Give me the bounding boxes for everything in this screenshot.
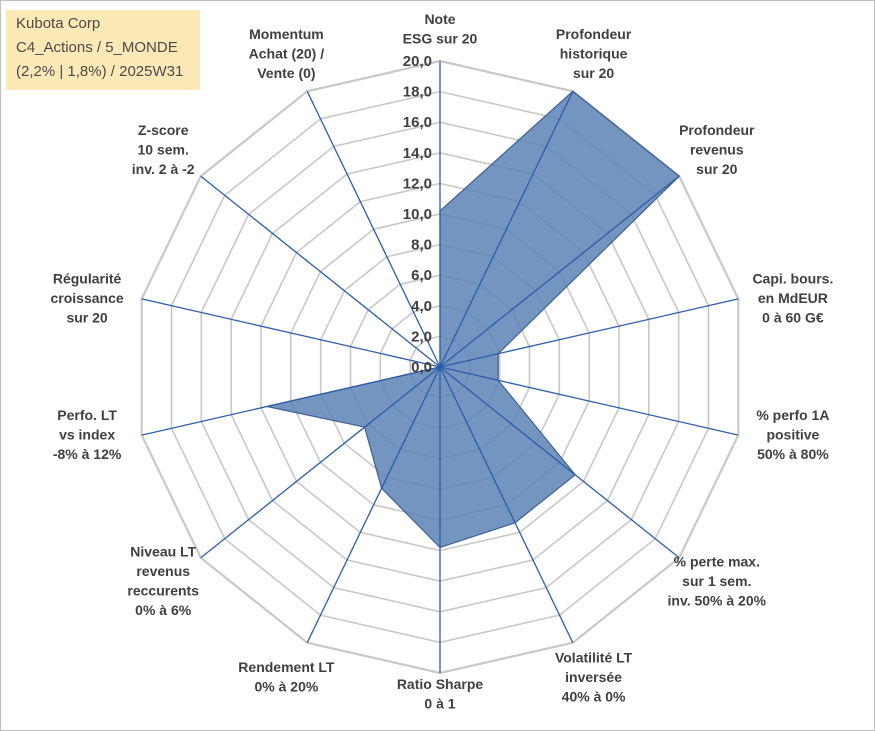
axis-label-11-line-3: -8% à 12%	[53, 446, 122, 462]
axis-spoke-12	[141, 298, 441, 368]
axis-label-13-line-1: Z-score	[138, 122, 189, 138]
axis-spoke-6	[439, 366, 680, 559]
axis-spoke-4	[439, 298, 739, 368]
tick-label-6: 12,0	[403, 175, 432, 192]
axis-label-1-line-2: ESG sur 20	[403, 31, 478, 47]
axis-label-14-line-3: Vente (0)	[257, 65, 315, 81]
tick-label-3: 6,0	[411, 267, 432, 284]
axis-label-14-line-1: Momentum	[249, 26, 324, 42]
axis-label-10-line-3: reccurents	[127, 583, 199, 599]
axis-label-6-line-2: sur 1 sem.	[682, 573, 751, 589]
axis-label-11: Perfo. LT vs index -8% à 12%	[53, 407, 122, 462]
axis-label-7-line-2: inversée	[565, 669, 622, 685]
axis-label-5: % perfo 1A positive 50% à 80%	[756, 407, 829, 462]
axis-spoke-2	[439, 91, 574, 368]
axis-label-4-line-1: Capi. bours.	[752, 271, 833, 287]
axis-label-2: Profondeur historique sur 20	[556, 26, 632, 81]
axis-label-6-line-3: inv. 50% à 20%	[668, 593, 767, 609]
tick-label-4: 8,0	[411, 237, 432, 254]
tick-label-9: 18,0	[403, 84, 432, 101]
axis-label-6: % perte max. sur 1 sem. inv. 50% à 20%	[668, 554, 767, 609]
tick-label-2: 4,0	[411, 298, 432, 315]
tick-label-5: 10,0	[403, 206, 432, 223]
axis-spoke-9	[306, 366, 441, 643]
axis-label-3: Profondeur revenus sur 20	[679, 122, 755, 177]
axis-spoke-7	[439, 366, 574, 643]
axis-label-4-line-2: en MdEUR	[758, 290, 828, 306]
axis-spoke-13	[200, 175, 441, 368]
axis-label-3-line-1: Profondeur	[679, 122, 755, 138]
axis-label-1-line-1: Note	[424, 11, 455, 27]
axis-label-7-line-3: 40% à 0%	[562, 689, 626, 705]
axis-label-2-line-2: historique	[560, 46, 628, 62]
axis-label-6-line-1: % perte max.	[674, 554, 760, 570]
axis-label-12-line-2: croissance	[51, 290, 124, 306]
axis-label-10-line-4: 0% à 6%	[135, 602, 192, 618]
axis-label-12-line-3: sur 20	[66, 310, 107, 326]
title-line-stats: (2,2% | 1,8%) / 2025W31	[16, 63, 184, 80]
axis-label-11-line-2: vs index	[59, 426, 115, 442]
axis-spoke-5	[439, 366, 739, 436]
axis-label-11-line-1: Perfo. LT	[57, 407, 117, 423]
axis-label-5-line-3: 50% à 80%	[757, 446, 829, 462]
axis-label-13-line-2: 10 sem.	[138, 142, 189, 158]
axis-label-4: Capi. bours. en MdEUR 0 à 60 G€	[752, 271, 833, 326]
chart-title-box: Kubota Corp C4_Actions / 5_MONDE (2,2% |…	[6, 10, 200, 90]
tick-label-7: 14,0	[403, 145, 432, 162]
axis-label-8-line-1: Ratio Sharpe	[397, 676, 484, 692]
axis-label-12: Régularité croissance sur 20	[51, 271, 124, 326]
axis-label-14: Momentum Achat (20) / Vente (0)	[249, 26, 325, 81]
axis-spoke-10	[200, 366, 441, 559]
tick-label-1: 2,0	[411, 328, 432, 345]
axis-label-3-line-3: sur 20	[696, 161, 737, 177]
axis-label-4-line-3: 0 à 60 G€	[762, 310, 824, 326]
axis-label-10-line-1: Niveau LT	[130, 544, 196, 560]
axis-label-9: Rendement LT 0% à 20%	[238, 659, 335, 695]
axis-spoke-14	[306, 91, 441, 368]
axis-spoke-3	[439, 175, 680, 368]
axis-label-5-line-2: positive	[766, 426, 819, 442]
axis-label-2-line-1: Profondeur	[556, 26, 632, 42]
tick-label-8: 16,0	[403, 114, 432, 131]
axis-label-3-line-2: revenus	[690, 142, 744, 158]
axis-label-2-line-3: sur 20	[573, 65, 614, 81]
axis-label-13: Z-score 10 sem. inv. 2 à -2	[132, 122, 195, 177]
axis-label-8: Ratio Sharpe 0 à 1	[397, 676, 484, 712]
axis-spoke-11	[141, 366, 441, 436]
axis-label-8-line-2: 0 à 1	[424, 696, 455, 712]
tick-label-0: 0,0	[411, 359, 432, 376]
axis-label-10: Niveau LT revenus reccurents 0% à 6%	[127, 544, 199, 619]
axis-label-1: Note ESG sur 20	[403, 11, 478, 47]
axis-label-9-line-1: Rendement LT	[238, 659, 335, 675]
axis-label-7-line-1: Volatilité LT	[555, 650, 633, 666]
tick-label-10: 20,0	[403, 53, 432, 70]
axis-label-7: Volatilité LT inversée 40% à 0%	[555, 650, 633, 705]
title-line-company: Kubota Corp	[16, 15, 101, 32]
axis-label-14-line-2: Achat (20) /	[249, 46, 325, 62]
axis-label-10-line-2: revenus	[136, 563, 190, 579]
title-line-category: C4_Actions / 5_MONDE	[16, 39, 178, 56]
axis-label-5-line-1: % perfo 1A	[756, 407, 829, 423]
axis-label-9-line-2: 0% à 20%	[254, 679, 318, 695]
axis-label-13-line-3: inv. 2 à -2	[132, 161, 195, 177]
axis-label-12-line-1: Régularité	[53, 271, 122, 287]
